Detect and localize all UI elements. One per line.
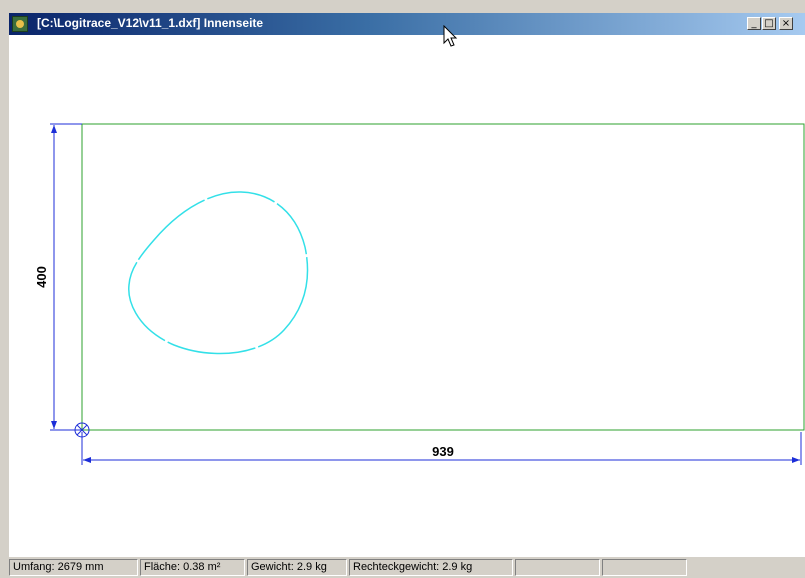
status-empty-1: [515, 559, 600, 576]
drawing-svg: 400 939: [34, 123, 805, 465]
width-label: 939: [432, 444, 454, 459]
height-label: 400: [34, 266, 49, 288]
window-title: [C:\Logitrace_V12\v11_1.dxf] Innenseite: [37, 16, 264, 30]
status-empty-2: [602, 559, 687, 576]
status-gewicht: Gewicht: 2.9 kg: [247, 559, 347, 576]
status-bar: Umfang: 2679 mm Fläche: 0.38 m² Gewicht:…: [9, 557, 805, 578]
panel-outline: [81, 123, 805, 431]
status-flaeche: Fläche: 0.38 m²: [140, 559, 245, 576]
maximize-button[interactable]: □: [762, 17, 776, 30]
drawing-canvas[interactable]: 400 939: [9, 35, 805, 575]
width-dimension: 939: [81, 432, 802, 465]
status-umfang: Umfang: 2679 mm: [9, 559, 138, 576]
mouse-cursor-icon: [443, 25, 458, 47]
minimize-button[interactable]: _: [747, 17, 761, 30]
title-bar[interactable]: [C:\Logitrace_V12\v11_1.dxf] Innenseite …: [9, 13, 805, 35]
height-dimension: 400: [34, 123, 82, 431]
close-button[interactable]: ×: [779, 17, 793, 30]
app-icon[interactable]: [12, 16, 28, 32]
status-rechteckgewicht: Rechteckgewicht: 2.9 kg: [349, 559, 513, 576]
origin-marker-icon[interactable]: [74, 422, 90, 438]
cutout-shape[interactable]: [128, 191, 309, 355]
